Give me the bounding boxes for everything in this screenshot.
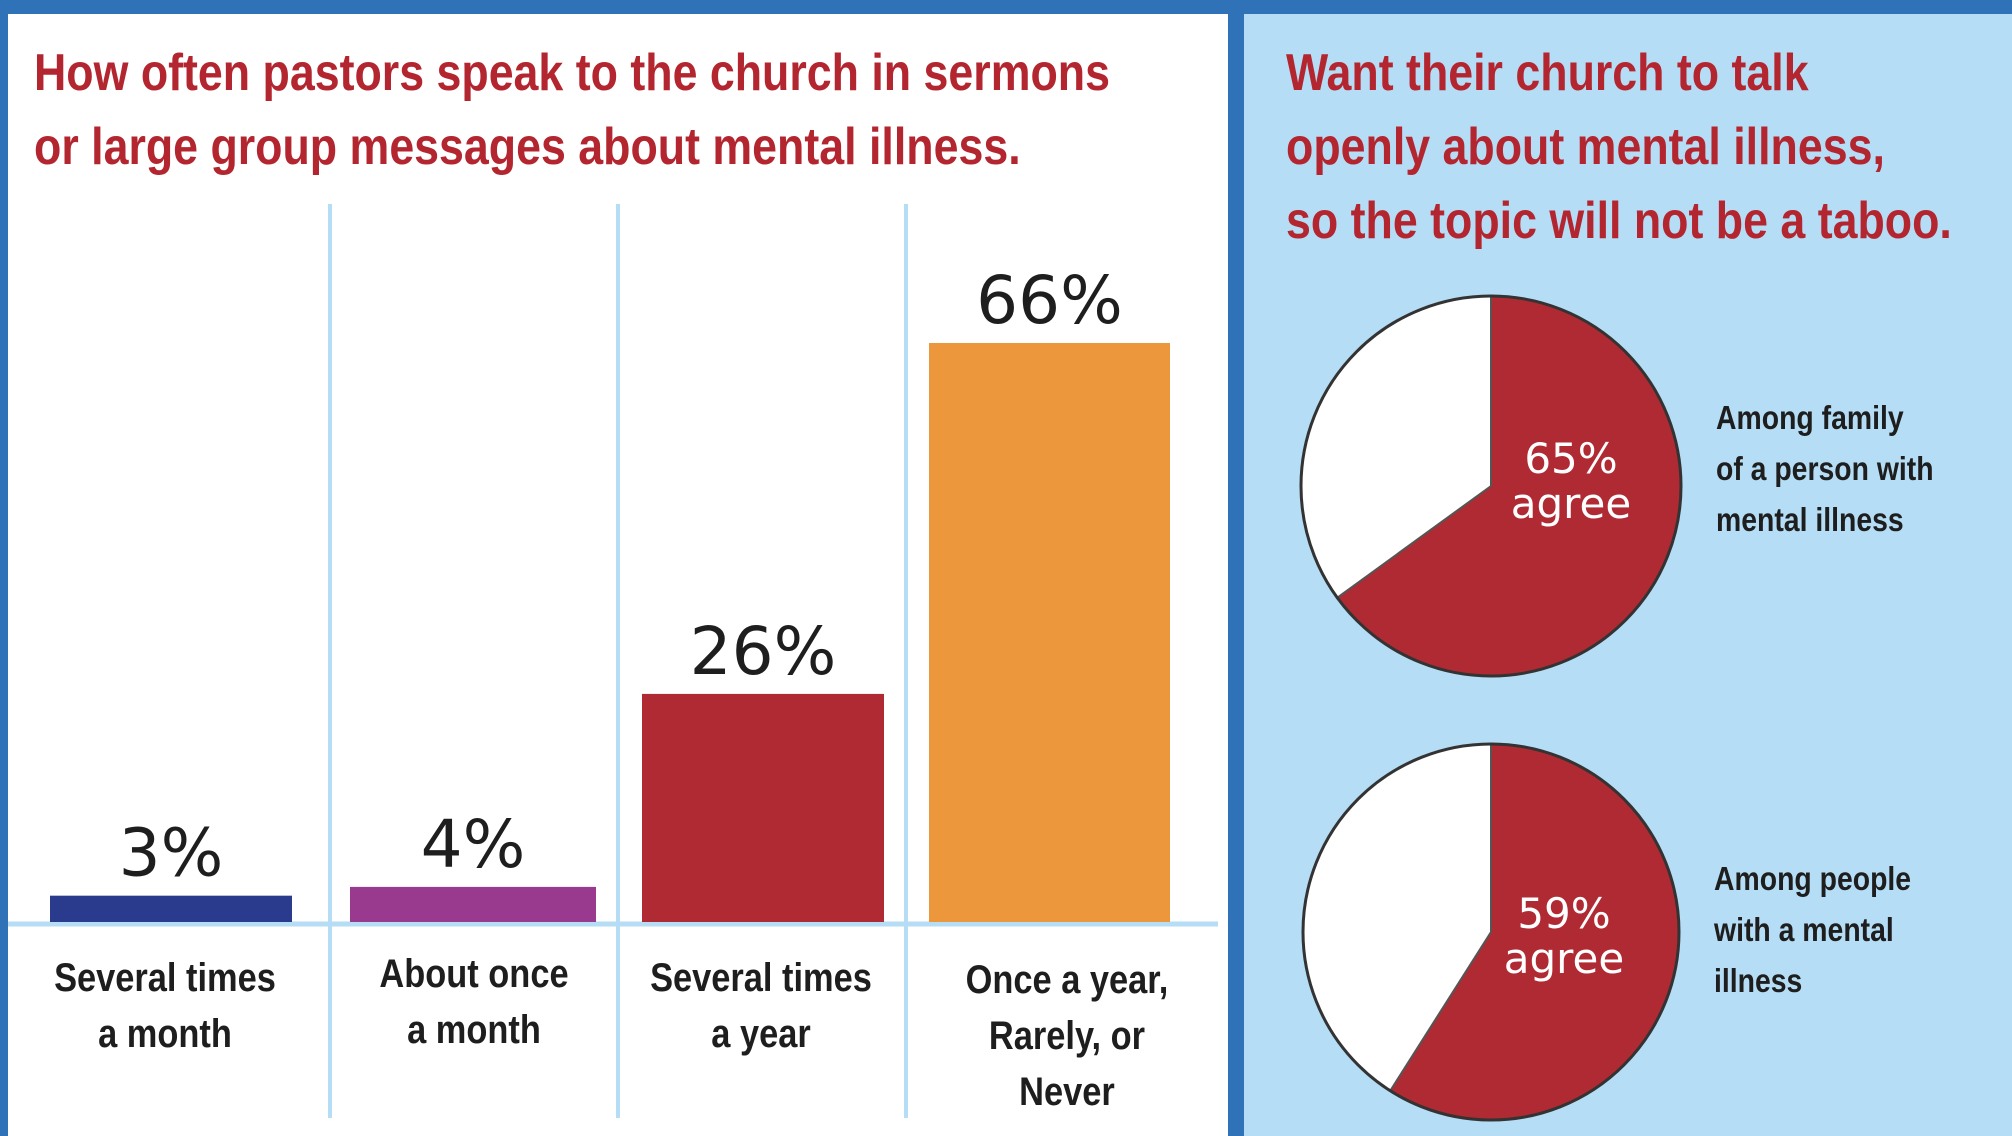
- pie-2: 59%agree: [1301, 742, 1681, 1122]
- pie-chart-title-line-3: so the topic will not be a taboo.: [1286, 192, 1952, 250]
- bar-several-times-a-month: [50, 895, 292, 922]
- category-dividers: [328, 204, 908, 1118]
- data-label-about-once-a-month: 4%: [421, 806, 526, 883]
- pie-value-label: 65%: [1524, 434, 1617, 483]
- data-label-several-times-a-year: 26%: [690, 613, 837, 690]
- bar-once-a-year-rarely-or-never: [929, 343, 1170, 922]
- pie-agree-label: agree: [1511, 479, 1631, 528]
- category-label-several-times-a-year: Several times a year: [650, 956, 872, 1056]
- category-label-several-times-a-month: Several times a month: [54, 956, 276, 1056]
- pie-outline: [1299, 294, 1683, 678]
- pie-chart-title-line-2: openly about mental illness,: [1286, 118, 1885, 176]
- bar-chart-title-line-2: or large group messages about mental ill…: [34, 118, 1021, 176]
- pie-slice-edge: [1389, 931, 1492, 1092]
- bar-about-once-a-month: [350, 886, 596, 922]
- category-label-once-a-year-rarely-or-never: Once a year, Rarely, or Never: [965, 958, 1169, 1114]
- data-label-once-a-year-rarely-or-never: 66%: [976, 262, 1123, 339]
- pie-outline: [1301, 742, 1681, 1122]
- pie-1: 65%agree: [1299, 294, 1683, 678]
- pie-slice-agree: [1337, 296, 1682, 676]
- bar-series: [50, 343, 1170, 922]
- pie-chart-title-line-1: Want their church to talk: [1286, 44, 1809, 102]
- bar-chart-title: How often pastors speak to the church in…: [34, 36, 1110, 184]
- bar-several-times-a-year: [642, 693, 884, 922]
- pie-slice-agree: [1390, 743, 1680, 1120]
- pie-agree-label: agree: [1504, 934, 1624, 983]
- data-label-several-times-a-month: 3%: [119, 815, 224, 892]
- pie-slice-edge: [1336, 485, 1492, 599]
- bar-chart-title-line-1: How often pastors speak to the church in…: [34, 44, 1110, 102]
- bar-data-labels: 3% 4% 26% 66%: [119, 262, 1123, 892]
- pie-value-label: 59%: [1517, 889, 1610, 938]
- category-label-about-once-a-month: About once a month: [379, 952, 569, 1052]
- pie-chart-title: Want their church to talk openly about m…: [1286, 36, 1952, 258]
- pie-caption-family: Among family of a person with mental ill…: [1716, 399, 1934, 538]
- pie-caption-people: Among people with a mental illness: [1714, 860, 1912, 999]
